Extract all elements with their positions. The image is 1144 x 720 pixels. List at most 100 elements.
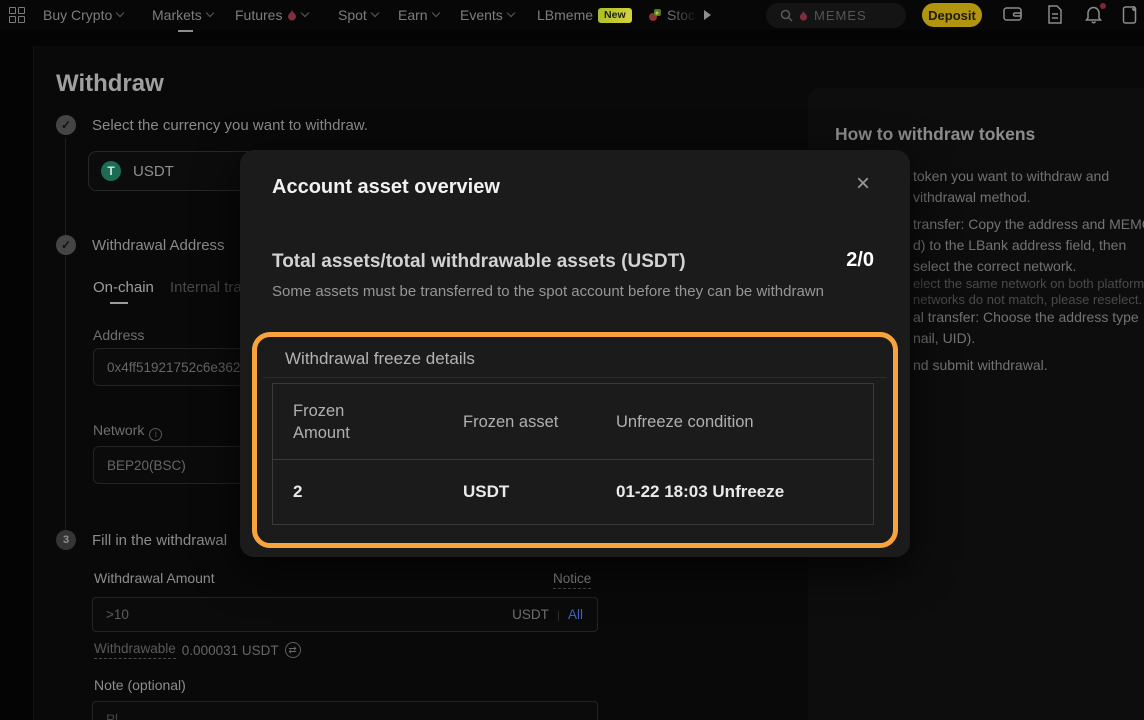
nav-item-label: Spot — [338, 7, 367, 23]
device-download-icon[interactable] — [1122, 5, 1144, 25]
nav-item-futures[interactable]: Futures — [235, 7, 310, 23]
wallet-icon[interactable] — [1003, 5, 1025, 25]
amount-separator: | — [556, 607, 560, 622]
note-placeholder: Pl — [106, 712, 119, 720]
top-nav: Buy Crypto Markets Futures Spot Earn Eve… — [0, 0, 1144, 32]
amount-all-button[interactable]: All — [567, 607, 583, 622]
note-input[interactable]: Pl — [92, 701, 598, 720]
nav-item-markets[interactable]: Markets — [152, 7, 215, 23]
freeze-details-title: Withdrawal freeze details — [285, 349, 475, 368]
note-label: Note (optional) — [94, 677, 186, 693]
col-unfreeze-condition: Unfreeze condition — [616, 412, 754, 431]
withdrawable-value: 0.000031 USDT — [181, 642, 279, 658]
close-icon[interactable]: × — [855, 170, 870, 197]
col-frozen-amount: Frozen Amount — [293, 401, 350, 442]
chevron-down-icon — [116, 8, 125, 18]
step2-label: Withdrawal Address — [92, 237, 225, 254]
guide-line: transfer: Copy the address and MEMO — [913, 216, 1144, 232]
step1-label: Select the currency you want to withdraw… — [92, 117, 368, 134]
network-label: Network i — [93, 422, 163, 441]
currency-value: USDT — [133, 162, 174, 180]
withdrawable-row: Withdrawable 0.000031 USDT ⇄ — [94, 641, 301, 659]
total-assets-value: 2/0 — [846, 249, 874, 271]
guide-line: al transfer: Choose the address type — [913, 309, 1139, 325]
stocks-icon — [649, 9, 661, 21]
search-input[interactable]: MEMES — [766, 3, 906, 28]
nav-item-earn[interactable]: Earn — [398, 7, 440, 23]
nav-item-stocks[interactable]: Stoc — [648, 7, 712, 23]
nav-item-events[interactable]: Events — [460, 7, 516, 23]
nav-item-buy-crypto[interactable]: Buy Crypto — [43, 7, 125, 23]
amount-unit: USDT — [512, 607, 549, 622]
tether-icon: T — [101, 161, 121, 181]
guide-line: select the correct network. — [913, 258, 1077, 274]
freeze-table: Frozen Amount Frozen asset Unfreeze cond… — [272, 383, 874, 525]
step1-check-icon: ✓ — [56, 115, 76, 135]
divider — [263, 377, 887, 378]
modal-subtext: Some assets must be transferred to the s… — [272, 283, 824, 300]
bell-icon[interactable] — [1085, 3, 1107, 25]
chevron-down-icon — [205, 8, 215, 18]
info-icon[interactable]: i — [149, 427, 163, 441]
withdrawable-label: Withdrawable — [94, 641, 176, 659]
account-asset-overview-modal: Account asset overview × Total assets/to… — [240, 150, 910, 557]
nav-item-label: Events — [460, 7, 503, 23]
cell-frozen-asset: USDT — [463, 482, 510, 501]
search-icon — [780, 9, 793, 22]
apps-grid-icon[interactable] — [9, 7, 25, 23]
chevron-down-icon — [431, 8, 440, 18]
cell-unfreeze-condition: 01-22 18:03 Unfreeze — [616, 482, 785, 501]
guide-line: networks do not match, please reselect. — [913, 292, 1143, 307]
new-badge: New — [598, 7, 632, 23]
chevron-down-icon — [370, 8, 380, 18]
nav-item-label: Buy Crypto — [43, 7, 113, 23]
chevron-down-icon — [506, 8, 516, 18]
amount-placeholder: >10 — [106, 607, 129, 622]
nav-item-label: LBmeme — [537, 7, 594, 23]
guide-line: token you want to withdraw and — [913, 168, 1110, 184]
address-value: 0x4ff51921752c6e362c — [107, 359, 248, 375]
col-frozen-asset: Frozen asset — [463, 412, 559, 431]
cell-frozen-amount: 2 — [293, 482, 303, 501]
step2-check-icon: ✓ — [56, 235, 76, 255]
nav-item-label: Stoc — [667, 7, 696, 23]
step-connector-line — [65, 138, 66, 530]
flame-icon — [799, 9, 808, 21]
notification-dot — [1100, 3, 1106, 9]
total-assets-label: Total assets/total withdrawable assets (… — [272, 251, 686, 272]
transfer-swap-icon[interactable]: ⇄ — [284, 642, 301, 658]
notice-link[interactable]: Notice — [553, 571, 592, 589]
flame-icon — [288, 8, 297, 21]
guide-line: nail, UID). — [913, 330, 976, 346]
step3-number: 3 — [56, 530, 76, 550]
table-row: 2 USDT 01-22 18:03 Unfreeze — [273, 460, 873, 524]
page-title: Withdraw — [56, 70, 164, 97]
tab-on-chain[interactable]: On-chain — [93, 279, 154, 296]
tab-active-underline — [110, 302, 128, 304]
network-value: BEP20(BSC) — [107, 457, 186, 473]
tutorial-highlight-box: Withdrawal freeze details Frozen Amount … — [252, 332, 898, 548]
step3-label: Fill in the withdrawal — [92, 532, 228, 549]
expand-arrow-icon — [704, 10, 712, 20]
amount-label: Withdrawal Amount — [94, 570, 215, 586]
chevron-down-icon — [301, 8, 310, 18]
guide-line: nd submit withdrawal. — [913, 357, 1048, 373]
guide-line: elect the same network on both platforms… — [913, 276, 1144, 291]
network-label-text: Network — [93, 422, 145, 438]
document-icon[interactable] — [1047, 5, 1069, 25]
nav-item-label: Markets — [152, 7, 202, 23]
guide-heading: How to withdraw tokens — [835, 124, 1036, 144]
modal-title: Account asset overview — [272, 176, 500, 198]
nav-item-spot[interactable]: Spot — [338, 7, 380, 23]
guide-line: d) to the LBank address field, then — [913, 237, 1127, 253]
nav-active-underline — [178, 30, 193, 32]
search-placeholder: MEMES — [814, 8, 867, 23]
amount-input[interactable]: >10 USDT | All — [92, 597, 598, 632]
nav-item-lbmeme[interactable]: LBmeme New — [537, 7, 632, 23]
guide-line: vithdrawal method. — [913, 189, 1031, 205]
table-header-row: Frozen Amount Frozen asset Unfreeze cond… — [273, 384, 873, 460]
address-label: Address — [93, 327, 145, 343]
nav-item-label: Earn — [398, 7, 428, 23]
deposit-button[interactable]: Deposit — [922, 3, 982, 27]
